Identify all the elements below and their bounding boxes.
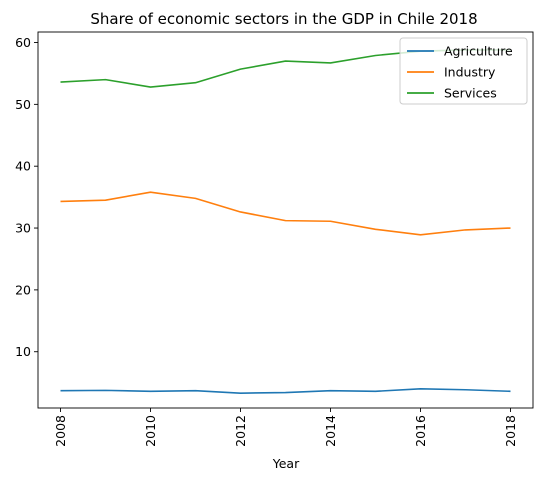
y-tick-label: 60 <box>15 35 31 50</box>
x-tick-label: 2018 <box>503 415 518 447</box>
y-tick-label: 30 <box>15 221 31 236</box>
x-tick-label: 2012 <box>233 415 248 447</box>
legend-label-agriculture: Agriculture <box>444 44 513 59</box>
x-tick-label: 2010 <box>143 415 158 447</box>
x-tick-label: 2014 <box>323 415 338 447</box>
plot-area: 10 20 30 40 50 60 2008 2010 2012 2014 2016 2018 Agri… <box>15 31 534 447</box>
y-tick-label: 20 <box>15 282 31 297</box>
legend: Agriculture Industry Services <box>399 37 528 105</box>
legend-box <box>399 37 528 105</box>
y-tick-label: 50 <box>15 97 31 112</box>
legend-label-industry: Industry <box>444 65 496 80</box>
legend-label-services: Services <box>444 86 497 101</box>
series-line-industry <box>60 191 511 236</box>
chart-title: Share of economic sectors in the GDP in … <box>90 10 477 28</box>
y-tick-label: 40 <box>15 159 31 174</box>
x-axis-label: Year <box>272 456 300 471</box>
y-tick-label: 10 <box>15 344 31 359</box>
x-tick-label: 2016 <box>413 415 428 447</box>
plot-frame <box>37 31 534 409</box>
series-line-agriculture <box>60 388 511 394</box>
x-tick-label: 2008 <box>53 415 68 447</box>
